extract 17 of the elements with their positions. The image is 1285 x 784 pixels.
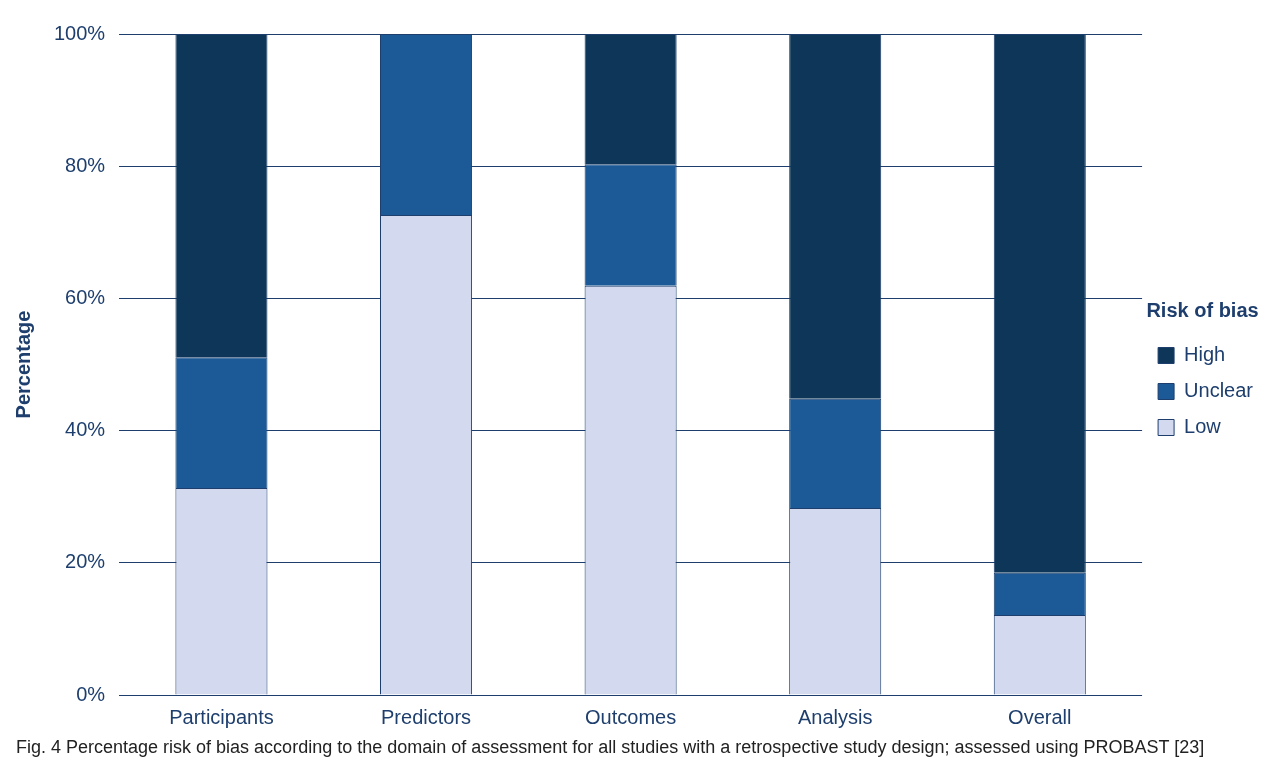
legend-label: High [1184, 343, 1226, 366]
x-tick-label: Predictors [381, 705, 472, 728]
x-tick-label: Overall [1008, 705, 1072, 728]
x-tick-label: Outcomes [585, 705, 677, 728]
y-axis-title: Percentage [11, 310, 34, 419]
legend-label: Unclear [1184, 379, 1254, 402]
y-tick-label: 40% [65, 418, 106, 441]
y-tick-label: 0% [76, 682, 106, 705]
legend-label: Low [1184, 415, 1222, 438]
x-tick-label: Analysis [797, 705, 873, 728]
y-tick-label: 100% [54, 21, 106, 44]
x-tick-label: Participants [169, 705, 274, 728]
caption: Fig. 4 Percentage risk of bias according to the domain of assessment for all studies with a retrospective study design; assessed using PROBAST [23] [15, 736, 1206, 759]
y-tick-label: 20% [65, 550, 106, 573]
legend-title: Risk of bias [1146, 299, 1259, 322]
y-tick-label: 80% [65, 153, 106, 176]
y-tick-label: 60% [65, 285, 106, 308]
